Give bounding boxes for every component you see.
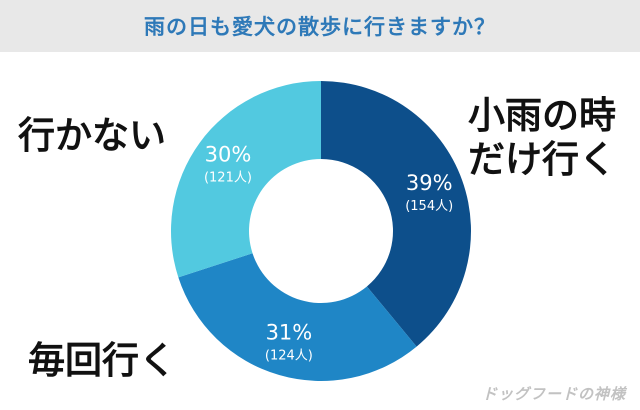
slice-percent-label-1: 31%	[266, 320, 313, 344]
chart-title: 雨の日も愛犬の散歩に行きますか？	[144, 15, 496, 39]
slice-percent-label-0: 39%	[406, 171, 453, 195]
donut-slice-0	[321, 81, 472, 347]
donut-slice-2	[171, 81, 321, 278]
slice-percent-label-2: 30%	[205, 142, 252, 166]
category-label-every-time: 毎回行く	[28, 339, 176, 382]
donut-slice-1	[178, 253, 417, 381]
slice-count-label-0: (154人)	[405, 199, 453, 214]
site-logo-watermark: ドッグフードの神様	[481, 385, 626, 403]
slice-count-label-1: (124人)	[265, 348, 313, 363]
category-label-light-rain-line2: だけ行く	[468, 137, 616, 181]
category-label-light-rain-line1: 小雨の時	[468, 94, 616, 137]
category-label-dont-go: 行かない	[18, 114, 166, 157]
slice-count-label-2: (121人)	[204, 170, 252, 185]
title-bar: 雨の日も愛犬の散歩に行きますか？	[0, 0, 640, 52]
category-label-light-rain-only: 小雨の時 だけ行く	[468, 94, 616, 181]
